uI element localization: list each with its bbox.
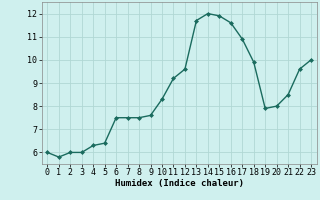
X-axis label: Humidex (Indice chaleur): Humidex (Indice chaleur) [115,179,244,188]
